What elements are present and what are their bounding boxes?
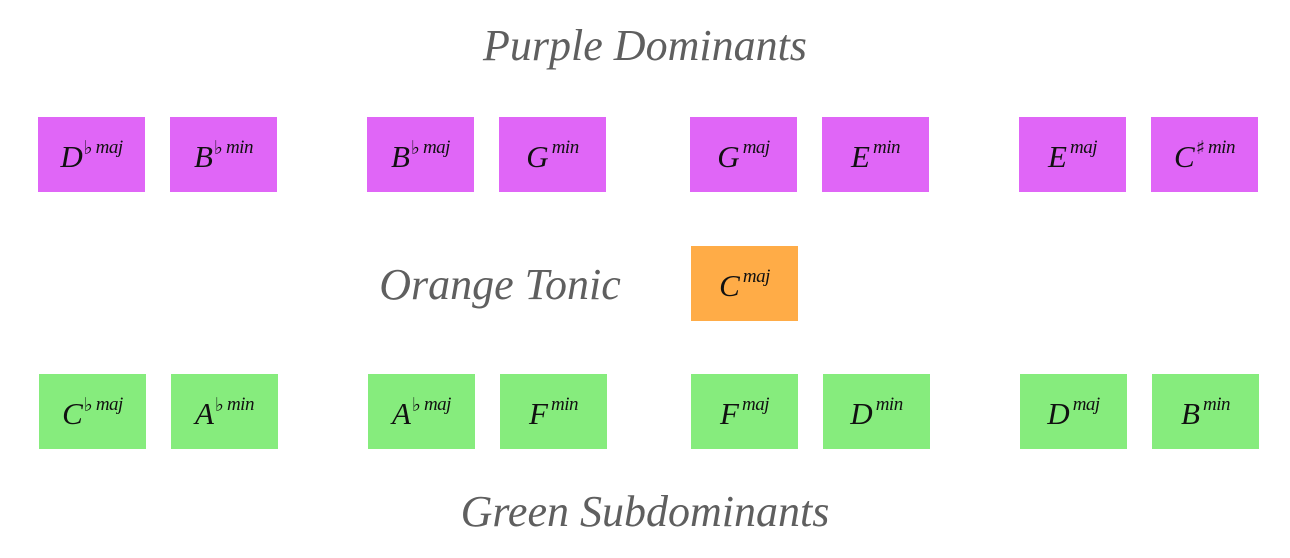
chord-root: C — [719, 268, 740, 303]
chord-root: G — [717, 139, 740, 174]
chord-quality: maj — [423, 394, 452, 415]
chord-label: B ♭ min — [194, 137, 254, 174]
chord-quality: min — [1207, 137, 1236, 158]
subdominant-chord-2: A ♭ maj — [368, 374, 475, 449]
chord-root: B — [194, 139, 213, 174]
chord-quality: min — [875, 394, 904, 415]
flat-accidental: ♭ — [214, 394, 224, 416]
chord-root: D — [850, 396, 873, 431]
chord-root: C — [62, 396, 83, 431]
heading-orange-tonic: Orange Tonic — [379, 260, 621, 309]
heading-purple-dominants: Purple Dominants — [483, 21, 807, 70]
chord-root: C — [1174, 139, 1195, 174]
flat-accidental: ♭ — [83, 137, 93, 159]
chord-quality: maj — [95, 137, 124, 158]
chord-label: B ♭ maj — [391, 137, 451, 174]
chord-root: B — [391, 139, 410, 174]
chord-root: D — [60, 139, 83, 174]
chord-root: A — [392, 396, 411, 431]
chord-root: E — [1048, 139, 1067, 174]
chord-label: A ♭ min — [195, 394, 255, 431]
chord-quality: maj — [1069, 137, 1098, 158]
chord-root: A — [195, 396, 214, 431]
chord-quality: maj — [741, 394, 770, 415]
chord-root: F — [720, 396, 739, 431]
dominant-chord-2: B ♭ maj — [367, 117, 474, 192]
chord-quality: maj — [1072, 394, 1101, 415]
flat-accidental: ♭ — [411, 394, 421, 416]
chord-quality: maj — [742, 266, 771, 287]
dominant-chord-0: D ♭ maj — [38, 117, 145, 192]
chord-root: G — [526, 139, 549, 174]
chord-label: A ♭ maj — [392, 394, 452, 431]
chord-quality: maj — [742, 137, 771, 158]
chord-quality: min — [550, 394, 579, 415]
chord-quality: min — [226, 394, 255, 415]
flat-accidental: ♭ — [83, 394, 93, 416]
chord-quality: min — [551, 137, 580, 158]
chord-quality: min — [225, 137, 254, 158]
chord-label: C ♭ maj — [62, 394, 124, 431]
heading-green-subdominants: Green Subdominants — [460, 487, 830, 536]
subdominant-chord-0: C ♭ maj — [39, 374, 146, 449]
chord-quality: maj — [95, 394, 124, 415]
chord-label: C ♯ min — [1174, 137, 1236, 174]
subdominant-chord-1: A ♭ min — [171, 374, 278, 449]
chord-root: E — [851, 139, 870, 174]
flat-accidental: ♭ — [410, 137, 420, 159]
chord-root: F — [529, 396, 548, 431]
chord-quality: maj — [422, 137, 451, 158]
chord-label: D ♭ maj — [60, 137, 124, 174]
sharp-accidental: ♯ — [1195, 137, 1205, 159]
flat-accidental: ♭ — [213, 137, 223, 159]
dominant-chord-1: B ♭ min — [170, 117, 277, 192]
chord-quality: min — [872, 137, 901, 158]
chord-quality: min — [1202, 394, 1231, 415]
chord-root: D — [1047, 396, 1070, 431]
dominant-chord-7: C ♯ min — [1151, 117, 1258, 192]
chord-root: B — [1181, 396, 1200, 431]
